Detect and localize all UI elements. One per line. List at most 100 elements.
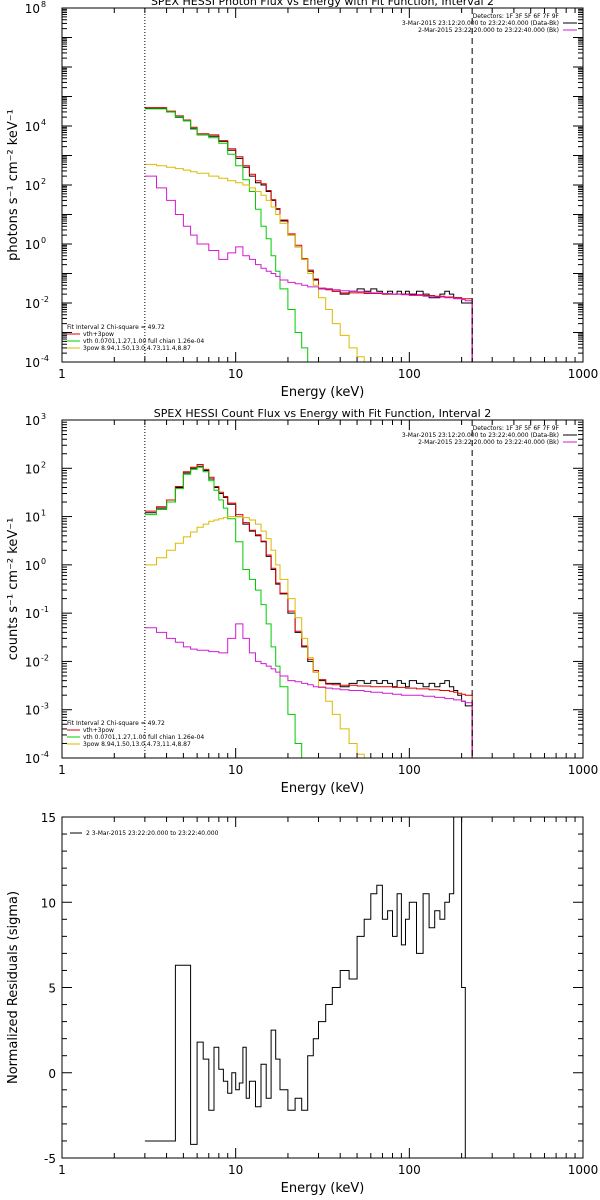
- y-tick-label: 10: [25, 2, 40, 16]
- series-line-5: [144, 623, 476, 758]
- legend-entry: 3pow 8.94,1.50,13.0,4.73,11.4,8.87: [83, 345, 191, 352]
- y-tick-base: 10: [25, 752, 40, 766]
- y-tick-label: 10: [25, 511, 40, 525]
- legend-entry: 3-Mar-2015 23:12:20.000 to 23:22:40.000 …: [402, 20, 559, 27]
- y-tick-label: 0: [48, 1067, 56, 1081]
- y-tick-base: 10: [25, 704, 40, 718]
- chart-3: 1 10 100 1000 -5 0 5 10 15 Energy (keV) Normalized…: [6, 811, 598, 1196]
- legend-entry: vth+3pow: [83, 727, 114, 734]
- y-tick-base: 10: [25, 238, 40, 252]
- series-group: [144, 817, 476, 1158]
- series-line-5: [144, 175, 476, 362]
- y-tick-base: 10: [25, 297, 40, 311]
- y-tick-base: 10: [25, 655, 40, 669]
- y-tick-exponent: -2: [41, 295, 49, 304]
- y-tick-exponent: 8: [41, 0, 46, 9]
- series-line-1: [144, 817, 476, 1158]
- x-tick-label: 1: [58, 367, 66, 381]
- series-group: [144, 464, 476, 758]
- y-tick-label: 10: [25, 559, 40, 573]
- y-axis-label: photons s⁻¹ cm⁻² keV⁻¹: [6, 109, 21, 261]
- x-tick-label: 1000: [568, 1163, 599, 1177]
- legend-entry: Fit Interval 2 Chi-square = 49.72: [67, 324, 165, 331]
- y-tick-exponent: 1: [41, 509, 46, 518]
- y-tick-label: 10: [25, 238, 40, 252]
- series-line-2: [144, 464, 476, 758]
- y-tick-label: 5: [48, 982, 56, 996]
- legend-entry: 3pow 8.94,1.50,13.0,4.73,11.4,8.87: [83, 741, 191, 748]
- series-line-1: [144, 465, 476, 758]
- x-tick-label: 100: [398, 1163, 421, 1177]
- y-tick-label: 10: [25, 462, 40, 476]
- series-line-3: [144, 108, 311, 362]
- y-tick-label: 10: [25, 752, 40, 766]
- chart-title: SPEX HESSI Photon Flux vs Energy with Fi…: [151, 0, 494, 8]
- x-tick-label: 10: [228, 763, 243, 777]
- y-tick-label: 15: [41, 811, 56, 825]
- y-axis-label: Normalized Residuals (sigma): [6, 891, 21, 1084]
- legend-entry: 2 3-Mar-2015 23:22:20.000 to 23:22:40.00…: [86, 830, 219, 837]
- y-tick-label: 10: [25, 414, 40, 428]
- y-tick-base: 10: [25, 356, 40, 370]
- legend-entry: Fit Interval 2 Chi-square = 49.72: [67, 720, 165, 727]
- x-tick-label: 100: [398, 763, 421, 777]
- x-axis-label: Energy (keV): [281, 385, 365, 400]
- legend-entry: 2-Mar-2015 23:22:20.000 to 23:22:40.000 …: [418, 27, 559, 34]
- chart-title: SPEX HESSI Count Flux vs Energy with Fit…: [154, 407, 491, 420]
- x-tick-label: 1: [58, 1163, 66, 1177]
- y-tick-label: 10: [25, 120, 40, 134]
- y-tick-base: 10: [25, 607, 40, 621]
- y-tick-label: 10: [25, 607, 40, 621]
- series-group: [144, 107, 476, 362]
- series-line-4: [144, 516, 374, 758]
- y-tick-exponent: 4: [41, 118, 46, 127]
- y-tick-label: 10: [25, 297, 40, 311]
- y-tick-label: 10: [25, 704, 40, 718]
- y-tick-base: 10: [25, 511, 40, 525]
- y-tick-base: 10: [25, 120, 40, 134]
- y-tick-exponent: -4: [41, 750, 49, 759]
- legend-entry: vth+3pow: [83, 331, 114, 338]
- x-axis-label: Energy (keV): [281, 781, 365, 796]
- x-tick-label: 1000: [568, 763, 599, 777]
- y-tick-base: 10: [25, 462, 40, 476]
- y-axis-label: counts s⁻¹ cm⁻² keV⁻¹: [6, 518, 21, 661]
- series-line-3: [144, 466, 305, 758]
- y-tick-base: 10: [25, 179, 40, 193]
- x-tick-label: 1: [58, 763, 66, 777]
- legend-entry: Detectors: 1F 3F 5F 6F 7F 9F: [473, 13, 560, 20]
- legend-entry: vth 0.0701,1.27,1.00 full chian 1.26e-04: [83, 338, 204, 345]
- plot-frame: [61, 7, 584, 363]
- x-tick-label: 1000: [568, 367, 599, 381]
- y-tick-exponent: -3: [41, 702, 49, 711]
- y-tick-label: 10: [41, 896, 56, 910]
- plot-frame: [61, 419, 584, 759]
- y-tick-label: 10: [25, 179, 40, 193]
- y-tick-base: 10: [25, 414, 40, 428]
- x-tick-label: 10: [228, 1163, 243, 1177]
- y-tick-exponent: 2: [41, 177, 46, 186]
- y-tick-exponent: -4: [41, 354, 49, 363]
- y-tick-base: 10: [25, 2, 40, 16]
- y-tick-exponent: -1: [41, 605, 49, 614]
- legend-entry: Detectors: 1F 3F 5F 6F 7F 9F: [473, 425, 560, 432]
- y-tick-exponent: -2: [41, 653, 49, 662]
- y-tick-label: 10: [25, 655, 40, 669]
- legend-entry: 3-Mar-2015 23:12:20.000 to 23:22:40.000 …: [402, 432, 559, 439]
- x-tick-label: 10: [228, 367, 243, 381]
- y-tick-label: 10: [25, 356, 40, 370]
- legend-entry: 2-Mar-2015 23:22:20.000 to 23:22:40.000 …: [418, 439, 559, 446]
- series-line-4: [144, 163, 368, 362]
- y-tick-label: -5: [44, 1152, 56, 1166]
- y-tick-exponent: 2: [41, 460, 46, 469]
- x-axis-label: Energy (keV): [281, 1181, 365, 1196]
- y-tick-exponent: 0: [41, 557, 46, 566]
- plot-frame: [61, 816, 584, 1159]
- legend-entry: vth 0.0701,1.27,1.00 full chian 1.26e-04: [83, 734, 204, 741]
- y-tick-base: 10: [25, 559, 40, 573]
- y-tick-exponent: 0: [41, 236, 46, 245]
- y-tick-exponent: 3: [41, 412, 46, 421]
